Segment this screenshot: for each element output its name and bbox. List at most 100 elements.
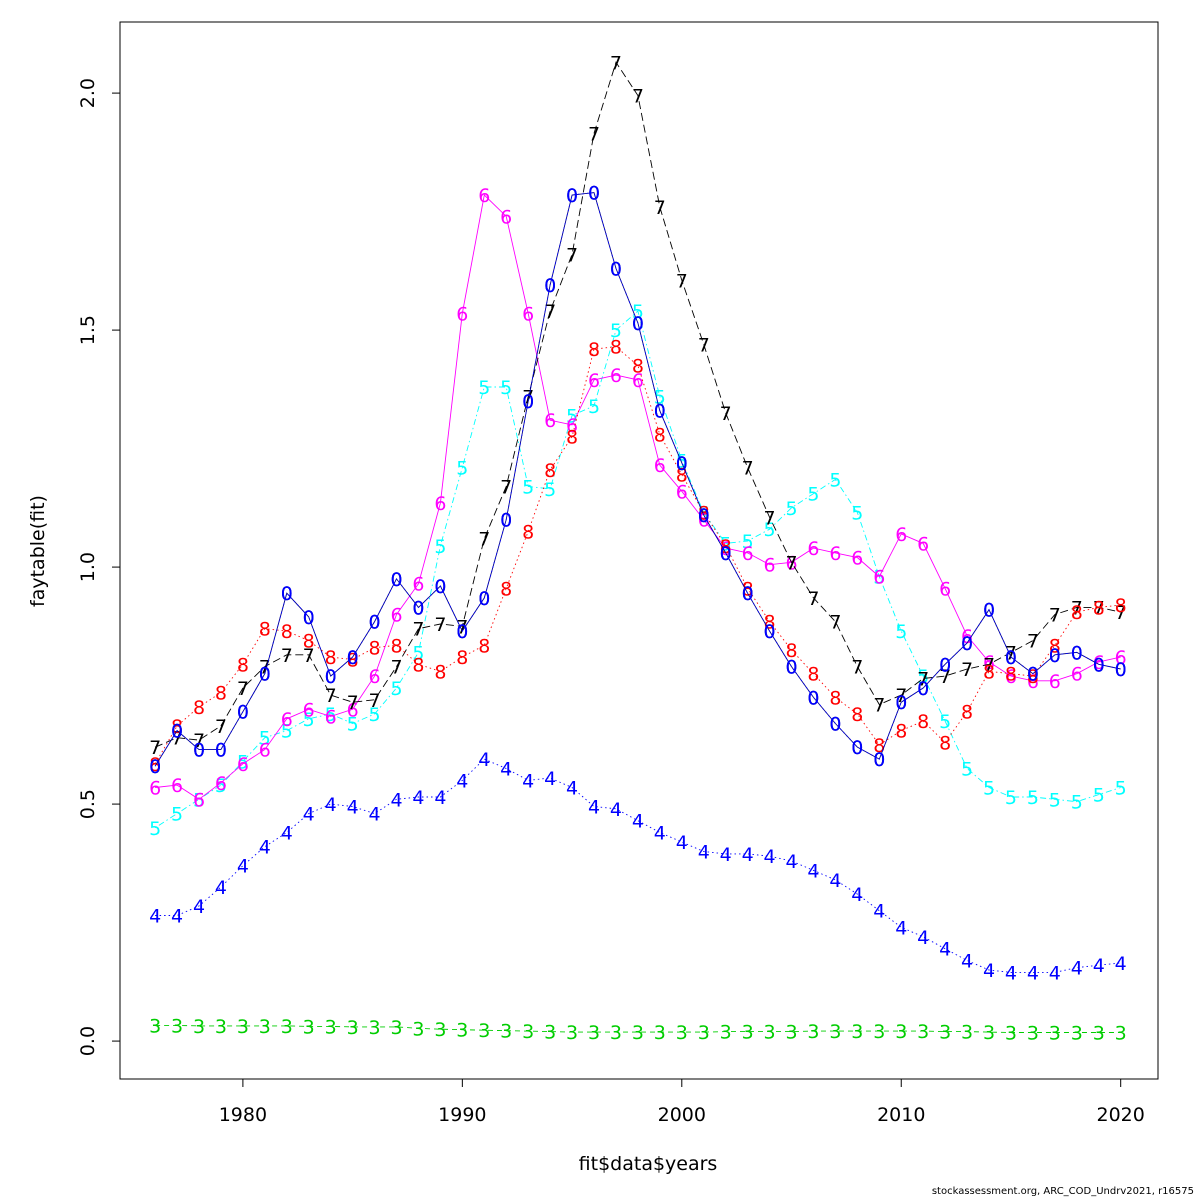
data-point-label: 5 <box>149 818 161 840</box>
data-point-label: 4 <box>522 770 534 792</box>
data-point-label: 0 <box>522 391 534 413</box>
data-point-label: 7 <box>588 123 600 145</box>
data-point-label: 7 <box>610 52 622 74</box>
data-point-label: 8 <box>171 716 183 738</box>
data-point-label: 0 <box>566 185 578 207</box>
data-point-label: 0 <box>807 687 819 709</box>
data-point-label: 3 <box>215 1016 227 1038</box>
data-point-label: 0 <box>807 687 819 709</box>
data-point-label: 3 <box>544 1022 556 1044</box>
data-point-label: 0 <box>1093 654 1105 676</box>
data-point-label: 0 <box>325 666 337 688</box>
data-point-label: 6 <box>698 510 710 532</box>
data-point-label: 7 <box>456 616 468 638</box>
data-point-label: 4 <box>193 896 205 918</box>
data-point-label: 4 <box>917 927 929 949</box>
data-point-label: 6 <box>281 709 293 731</box>
data-point-label: 8 <box>851 704 863 726</box>
data-point-label: 4 <box>544 768 556 790</box>
series-line <box>155 1024 1121 1033</box>
data-point-label: 3 <box>632 1022 644 1044</box>
data-point-label: 0 <box>281 583 293 605</box>
data-point-label: 6 <box>851 548 863 570</box>
data-point-label: 4 <box>895 917 907 939</box>
series-line <box>154 310 1121 829</box>
data-point-label: 6 <box>917 533 929 555</box>
data-point-label: 8 <box>566 427 578 449</box>
data-point-label: 5 <box>654 386 666 408</box>
x-axis: 1980 1990 2000 2010 2020 <box>219 1078 1145 1126</box>
data-point-label: 0 <box>1027 664 1039 686</box>
data-point-label: 0 <box>478 588 490 610</box>
x-axis-title: fit$data$years <box>579 1153 718 1175</box>
data-point-label: 0 <box>193 740 205 762</box>
data-point-label: 5 <box>544 479 556 501</box>
data-point-label: 4 <box>610 799 622 821</box>
data-point-label: 8 <box>303 631 315 653</box>
y-tick-label: 1.5 <box>77 315 99 345</box>
data-point-label: 5 <box>873 567 885 589</box>
data-point-label: 5 <box>851 503 863 525</box>
data-point-label: 5 <box>478 377 490 399</box>
data-point-label: 8 <box>193 697 205 719</box>
data-point-label: 0 <box>698 505 710 527</box>
data-point-label: 8 <box>390 635 402 657</box>
data-point-label: 7 <box>566 244 578 266</box>
data-point-label: 4 <box>215 877 227 899</box>
data-point-label: 8 <box>917 711 929 733</box>
data-point-label: 3 <box>325 1016 337 1038</box>
data-point-label: 0 <box>434 576 446 598</box>
data-point-label: 8 <box>1115 595 1127 617</box>
x-tick-label: 2020 <box>1097 1104 1145 1126</box>
data-point-label: 4 <box>171 905 183 927</box>
data-point-label: 3 <box>654 1022 666 1044</box>
data-point-label: 6 <box>961 626 973 648</box>
data-point-label: 6 <box>829 543 841 565</box>
data-point-label: 3 <box>1093 1023 1105 1045</box>
data-point-label: 8 <box>785 640 797 662</box>
data-point-label: 6 <box>1115 647 1127 669</box>
data-point-label: 0 <box>983 600 995 622</box>
data-point-label: 4 <box>1093 955 1105 977</box>
data-point-label: 7 <box>654 197 666 219</box>
data-point-label: 0 <box>588 183 600 205</box>
data-point-label: 6 <box>1071 664 1083 686</box>
data-point-label: 8 <box>544 460 556 482</box>
data-point-label: 7 <box>325 685 337 707</box>
y-tick-label: 1.0 <box>77 552 99 582</box>
data-point-label: 5 <box>1115 777 1127 799</box>
data-point-label: 7 <box>390 657 402 679</box>
data-point-label: 0 <box>632 313 644 335</box>
data-point-label: 3 <box>281 1016 293 1038</box>
data-point-label: 8 <box>895 721 907 743</box>
data-point-label: 3 <box>698 1022 710 1044</box>
data-point-label: 6 <box>522 304 534 326</box>
data-point-label: 7 <box>281 645 293 667</box>
data-point-label: 0 <box>829 714 841 736</box>
data-point-label: 4 <box>764 846 776 868</box>
x-tick-label: 2010 <box>877 1104 925 1126</box>
data-point-label: 6 <box>149 777 161 799</box>
data-point-label: 0 <box>939 654 951 676</box>
data-point-label: 7 <box>829 612 841 634</box>
data-point-label: 0 <box>1049 645 1061 667</box>
data-point-label: 0 <box>873 749 885 771</box>
data-point-label: 0 <box>544 275 556 297</box>
data-point-label: 0 <box>632 313 644 335</box>
data-point-label: 5 <box>961 759 973 781</box>
data-point-label: 8 <box>369 638 381 660</box>
data-point-label: 5 <box>303 709 315 731</box>
data-point-label: 4 <box>390 789 402 811</box>
data-point-label: 6 <box>939 578 951 600</box>
data-point-label: 8 <box>412 654 424 676</box>
data-point-label: 0 <box>412 597 424 619</box>
data-point-label: 6 <box>544 410 556 432</box>
data-point-label: 6 <box>807 538 819 560</box>
data-point-label: 8 <box>983 661 995 683</box>
data-point-label: 6 <box>171 775 183 797</box>
data-point-label: 0 <box>1093 654 1105 676</box>
